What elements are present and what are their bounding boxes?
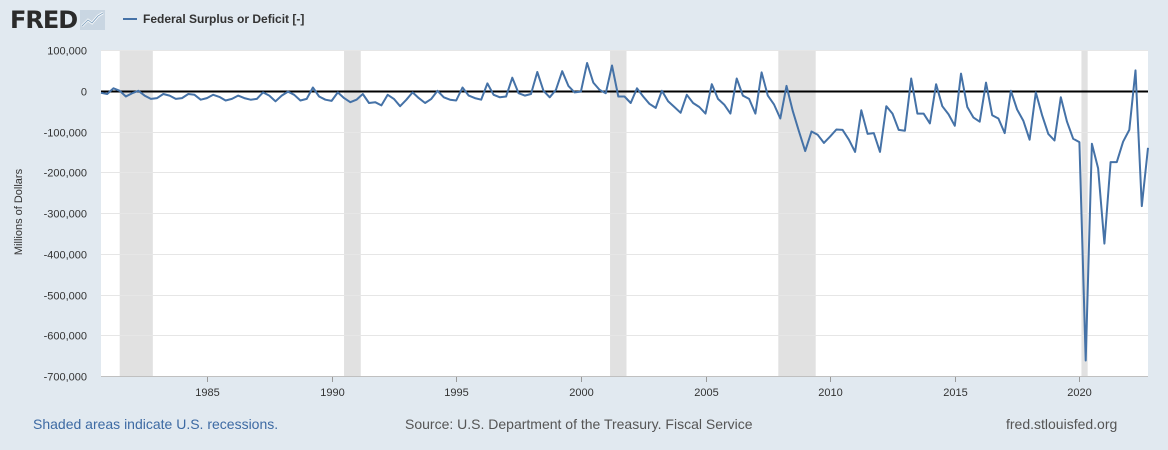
chart-legend: Federal Surplus or Deficit [-]	[123, 12, 304, 26]
x-tick-label: 2000	[569, 387, 593, 399]
chart-plot: 100,000 0 -100,000 -200,000 -300,000 -400,000…	[44, 46, 1149, 399]
header: FRED Federal Surplus or Deficit [-]	[0, 0, 1168, 40]
x-tick-label: 2020	[1067, 387, 1091, 399]
y-tick-label: -200,000	[44, 168, 87, 180]
y-tick-label: 0	[81, 87, 87, 99]
source-note: Source: U.S. Department of the Treasury.…	[405, 416, 753, 432]
y-tick-label: -500,000	[44, 291, 87, 303]
y-tick-label: 100,000	[47, 46, 87, 58]
legend-series-label: Federal Surplus or Deficit [-]	[143, 12, 305, 26]
y-tick-label: -100,000	[44, 128, 87, 140]
x-tick-label: 2010	[818, 387, 842, 399]
y-tick-label: -400,000	[44, 250, 87, 262]
series-line-0	[100, 62, 1149, 362]
y-tick-label: -600,000	[44, 331, 87, 343]
x-tick-label: 2015	[943, 387, 967, 399]
y-axis-label: Millions of Dollars	[13, 168, 25, 256]
trend-chart-icon	[80, 10, 106, 30]
legend-swatch	[123, 18, 137, 20]
site-link[interactable]: fred.stlouisfed.org	[1006, 416, 1118, 432]
x-tick-label: 2005	[694, 387, 718, 399]
fred-logo[interactable]: FRED	[10, 6, 106, 34]
y-tick-label: -300,000	[44, 209, 87, 221]
recession-note[interactable]: Shaded areas indicate U.S. recessions.	[33, 416, 279, 432]
x-tick-label: 1985	[195, 387, 219, 399]
fred-logo-text: FRED	[10, 6, 78, 34]
y-tick-label: -700,000	[44, 372, 87, 384]
x-tick-label: 1990	[320, 387, 344, 399]
x-tick-label: 1995	[444, 387, 468, 399]
